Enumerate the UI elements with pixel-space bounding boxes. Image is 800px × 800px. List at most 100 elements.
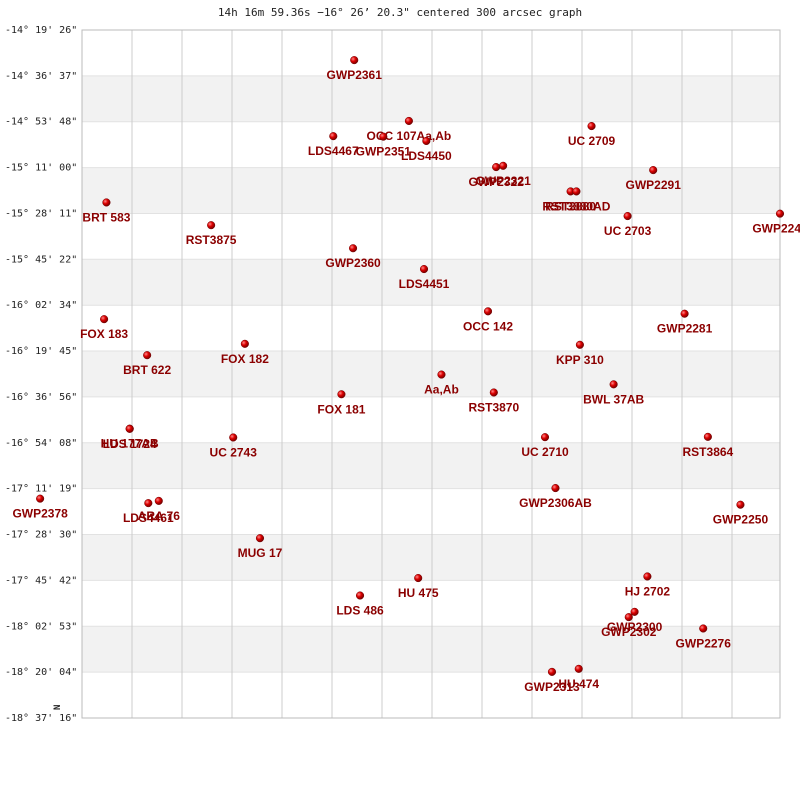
star-marker[interactable]: GWP2247 [752,209,800,236]
star-marker[interactable]: GWP2378 [12,494,68,521]
star-marker[interactable]: GWP2276 [676,624,732,651]
star-point[interactable] [680,309,689,318]
star-point[interactable] [649,166,658,175]
star-marker[interactable]: RST3864 [683,432,734,459]
star-point[interactable] [255,534,265,543]
star-point[interactable] [572,187,581,196]
star-marker[interactable]: UC 2710 [521,433,569,459]
star-marker[interactable]: GWP2360 [325,244,381,270]
star-marker[interactable]: LDS 1724 [103,424,157,451]
star-marker[interactable]: LDS4467 [308,132,359,158]
star-point[interactable] [623,212,632,221]
chart-title: 14h 16m 59.36s −16° 26’ 20.3" centered 3… [217,6,583,19]
star-point[interactable] [102,198,111,207]
star-label: FOX 182 [221,352,269,366]
star-point[interactable] [337,390,346,399]
star-marker[interactable]: BWL 37AB [583,380,645,407]
star-marker[interactable]: ARA 76 [138,496,181,523]
star-label: OCC 142 [463,319,513,333]
star-marker[interactable]: FOX 183 [80,315,128,341]
star-point[interactable] [229,433,238,442]
star-marker[interactable]: UC 2743 [210,433,258,460]
star-point[interactable] [643,572,652,581]
star-point[interactable] [489,388,498,397]
star-point[interactable] [240,339,249,348]
star-marker[interactable]: FOX 182 [221,339,269,366]
star-marker[interactable]: RST3870 [468,388,519,415]
star-marker[interactable]: GWP2351 [356,132,412,159]
star-point[interactable] [630,607,639,616]
y-tick-label: -14° 53' 48" [5,117,77,128]
star-point[interactable] [575,340,584,349]
star-point[interactable] [437,370,446,379]
star-marker[interactable]: GWP2306AB [519,484,592,510]
star-label: RST3875 [186,233,237,247]
star-label: LDS 1724 [103,437,157,451]
star-marker[interactable]: FOX 181 [317,390,366,416]
star-point[interactable] [207,221,216,230]
star-marker[interactable]: UC 2709 [568,122,616,148]
star-marker[interactable]: GWP2302 [601,613,657,639]
star-point[interactable] [775,209,785,218]
grid-band [82,259,780,306]
star-marker[interactable]: GWP2361 [327,56,383,82]
star-point[interactable] [699,624,708,633]
star-marker[interactable]: BRT 622 [123,351,171,377]
star-marker[interactable]: RST3875 [186,221,237,247]
star-marker[interactable]: GWP2321 [475,161,531,188]
star-marker[interactable]: BRT 583 [82,198,131,225]
star-point[interactable] [404,116,413,126]
star-marker[interactable]: UC 2703 [604,212,652,238]
star-point[interactable] [414,574,423,583]
star-marker[interactable]: LDS4450 [401,136,452,163]
star-marker[interactable]: HU 475 [398,574,439,600]
star-marker[interactable]: KPP 310 [556,340,604,367]
star-point[interactable] [422,136,431,146]
star-point[interactable] [551,484,560,493]
star-marker[interactable]: LDS4461 [123,499,174,525]
star-marker[interactable]: GWP2313 [524,667,580,694]
star-point[interactable] [329,132,338,141]
star-point[interactable] [736,500,745,509]
star-marker[interactable]: GWP2250 [713,500,769,527]
star-label: RST3864 [683,445,734,459]
star-point[interactable] [419,265,429,274]
star-marker[interactable]: GWP2300 [607,607,663,634]
star-marker[interactable]: LDS 486 [336,591,384,618]
star-marker[interactable]: HU 474 [558,664,599,691]
star-point[interactable] [540,433,550,442]
y-tick-label: -14° 36' 37" [5,71,77,82]
star-point[interactable] [36,494,45,503]
star-point[interactable] [355,591,365,600]
star-marker[interactable]: Aa,Ab [424,370,459,397]
star-point[interactable] [624,613,633,622]
star-point[interactable] [547,667,557,676]
star-marker[interactable]: GWP2281 [657,309,713,336]
star-label: BRT 583 [82,210,130,224]
star-point[interactable] [379,132,388,141]
star-point[interactable] [492,163,501,172]
grid-band [82,167,780,214]
star-point[interactable] [483,307,493,316]
star-marker[interactable]: HJ 2702 [625,572,671,599]
star-point[interactable] [100,315,109,324]
star-marker[interactable]: RST3880AD [542,187,611,214]
star-point[interactable] [703,432,712,441]
star-point[interactable] [574,664,583,673]
star-point[interactable] [143,351,152,360]
star-point[interactable] [349,244,358,253]
star-point[interactable] [350,56,359,65]
star-point[interactable] [587,122,596,131]
star-marker[interactable]: GWP2291 [626,166,682,192]
star-point[interactable] [609,380,618,389]
star-point[interactable] [154,496,163,505]
star-label: HU 177AB [101,437,159,451]
star-point[interactable] [499,161,508,170]
star-marker[interactable]: RST3880 [545,187,596,214]
star-point[interactable] [144,499,153,508]
star-point[interactable] [125,424,134,433]
star-marker[interactable]: MUG 17 [238,534,283,560]
star-marker[interactable]: OCC 142 [463,307,513,334]
star-marker[interactable]: LDS4451 [399,265,450,291]
star-marker[interactable]: GWP2322 [468,163,524,189]
